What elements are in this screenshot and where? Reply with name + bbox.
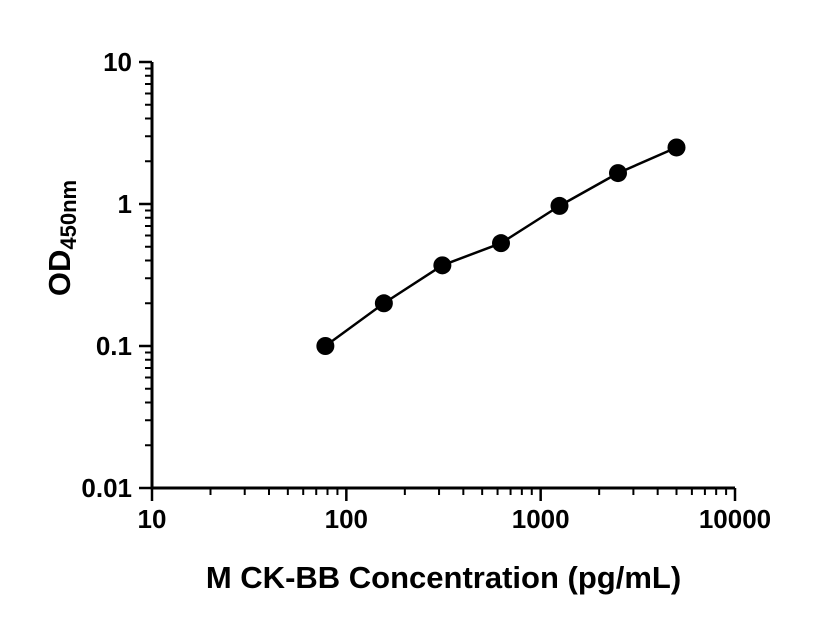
data-point-marker <box>608 164 627 183</box>
y-tick-label: 0.01 <box>81 473 132 503</box>
y-axis-title: OD450nm <box>42 180 82 296</box>
y-tick-label: 1 <box>118 189 132 219</box>
data-point-marker <box>316 337 335 355</box>
y-tick-label: 10 <box>103 47 132 77</box>
data-point-marker <box>550 196 569 215</box>
x-tick-label: 100 <box>325 504 368 534</box>
data-point-marker <box>491 234 510 253</box>
y-axis-title-main: OD <box>42 249 77 297</box>
x-tick-label: 10000 <box>699 504 771 534</box>
y-tick-label: 0.1 <box>96 331 132 361</box>
data-point-marker <box>667 138 686 157</box>
y-axis-title-subscript: 450nm <box>56 179 81 250</box>
x-tick-label: 1000 <box>512 504 570 534</box>
data-point-marker <box>433 256 452 275</box>
x-axis-title: M CK-BB Concentration (pg/mL) <box>205 560 682 595</box>
data-point-marker <box>374 294 393 313</box>
x-tick-label: 10 <box>138 504 167 534</box>
